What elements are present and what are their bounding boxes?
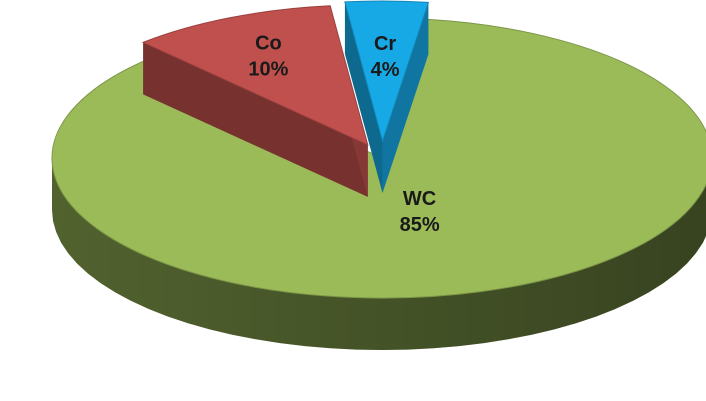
slice-cut-face-cr: [344, 1, 383, 194]
slice-label-cr: Cr: [374, 33, 396, 55]
slice-value-label-wc: 85%: [400, 214, 440, 236]
slice-wall-shade-wc: [52, 158, 706, 350]
slice-label-co: Co: [255, 32, 282, 54]
pie-slice-cr: [344, 0, 430, 194]
slice-value-label-cr: 4%: [371, 59, 400, 81]
slice-value-label-co: 10%: [248, 58, 288, 80]
slice-cut-face-cr: [382, 2, 429, 194]
slice-label-wc: WC: [403, 188, 436, 210]
slice-top-co: [141, 5, 369, 146]
pie-slice-co: [141, 5, 369, 197]
slice-cut-face-co: [143, 42, 368, 197]
slice-top-cr: [344, 0, 430, 143]
